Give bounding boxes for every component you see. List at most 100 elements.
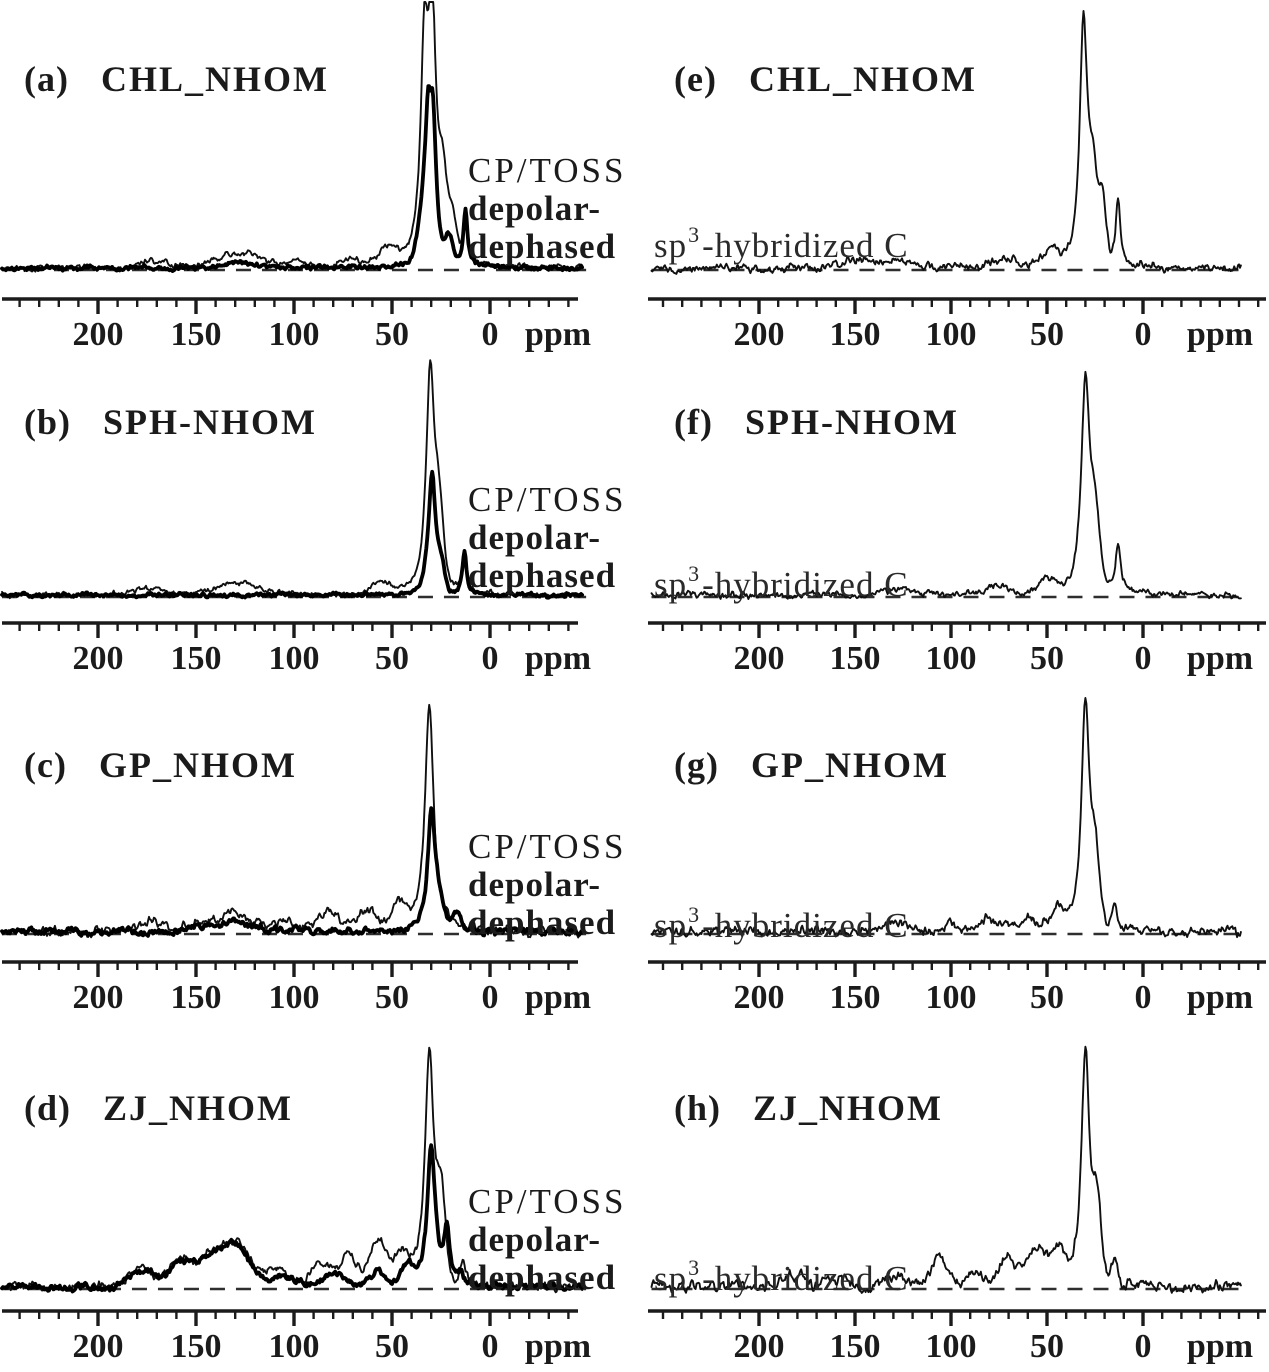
trace-dephased xyxy=(0,469,584,600)
sample-name: ZJ_NHOM xyxy=(753,1088,943,1128)
trace-cptoss-or-sp3 xyxy=(650,697,1242,939)
x-axis: 200 150 100 50 0 ppm xyxy=(648,621,1266,677)
axis-unit-label: ppm xyxy=(1187,979,1253,1016)
panel-title-block: (g) GP_NHOM xyxy=(674,744,949,786)
axis-unit-label: ppm xyxy=(525,640,591,677)
tick-label: 150 xyxy=(171,1328,222,1365)
sp3-annotation: sp3-hybridized C xyxy=(654,561,909,605)
tick-label: 100 xyxy=(926,979,977,1016)
annotation-dephased-1: depolar- xyxy=(468,518,602,557)
panel-letter: (c) xyxy=(24,745,67,785)
sp3-superscript: 3 xyxy=(688,1255,701,1280)
annotation-dephased-1: depolar- xyxy=(468,865,602,904)
sample-name: CHL_NHOM xyxy=(100,59,329,99)
sp3-base: sp xyxy=(654,1259,688,1298)
method-annotation: CP/TOSS depolar- dephased xyxy=(468,1183,627,1297)
tick-label: 100 xyxy=(926,316,977,353)
x-axis: 200 150 100 50 0 ppm xyxy=(648,1309,1266,1365)
panel-g: 200 150 100 50 0 ppm (g) GP_NHOM sp3-hybridize… xyxy=(634,686,1269,1029)
sp3-base: sp xyxy=(654,906,688,945)
panel-title-block: (d) ZJ_NHOM xyxy=(24,1087,293,1129)
sp3-rest: -hybridized C xyxy=(702,906,909,945)
sp3-base: sp xyxy=(654,565,688,604)
axis-unit-label: ppm xyxy=(525,979,591,1016)
panel-letter: (h) xyxy=(674,1088,721,1128)
sample-name: CHL_NHOM xyxy=(748,59,977,99)
annotation-cptoss: CP/TOSS xyxy=(468,1182,627,1221)
x-axis: 200 150 100 50 0 ppm xyxy=(2,297,591,353)
x-axis: 200 150 100 50 0 ppm xyxy=(2,621,591,677)
sp3-base: sp xyxy=(654,226,688,265)
tick-label: 100 xyxy=(926,640,977,677)
annotation-cptoss: CP/TOSS xyxy=(468,827,627,866)
tick-label: 100 xyxy=(926,1328,977,1365)
tick-label: 200 xyxy=(73,979,124,1016)
method-annotation: CP/TOSS depolar- dephased xyxy=(468,152,627,266)
tick-label: 100 xyxy=(269,640,320,677)
spectrum-plot-h: 200 150 100 50 0 ppm xyxy=(648,1045,1266,1365)
panel-letter: (e) xyxy=(674,59,717,99)
tick-label: 200 xyxy=(73,640,124,677)
sp3-rest: -hybridized C xyxy=(702,226,909,265)
tick-label: 0 xyxy=(1135,316,1152,353)
spectrum-plot-a: 200 150 100 50 0 ppm xyxy=(0,1,591,353)
trace-dephased xyxy=(0,806,584,938)
sp3-annotation: sp3-hybridized C xyxy=(654,222,909,266)
panel-letter: (b) xyxy=(24,402,71,442)
tick-label: 100 xyxy=(269,1328,320,1365)
panel-letter: (g) xyxy=(674,745,719,785)
tick-label: 0 xyxy=(482,1328,499,1365)
sample-name: SPH-NHOM xyxy=(103,402,317,442)
axis-unit-label: ppm xyxy=(525,316,591,353)
panel-e: 200 150 100 50 0 ppm (e) CHL_NHOM sp3-hybridiz… xyxy=(634,0,1269,353)
panel-letter: (a) xyxy=(24,59,69,99)
method-annotation: CP/TOSS depolar- dephased xyxy=(468,481,627,595)
panel-a: 200 150 100 50 0 ppm (a) CHL_NHOM CP/TOSS depo… xyxy=(0,0,634,353)
tick-label: 200 xyxy=(734,979,785,1016)
spectrum-plot-b: 200 150 100 50 0 ppm xyxy=(0,359,591,677)
tick-label: 50 xyxy=(375,1328,409,1365)
spectrum-plot-e: 200 150 100 50 0 ppm xyxy=(648,10,1266,353)
trace-dephased xyxy=(0,84,584,273)
tick-label: 0 xyxy=(482,640,499,677)
tick-label: 50 xyxy=(1030,316,1064,353)
spectrum-plot-g: 200 150 100 50 0 ppm xyxy=(648,697,1266,1016)
panel-c: 200 150 100 50 0 ppm (c) GP_NHOM CP/TOSS depol… xyxy=(0,686,634,1029)
tick-label: 200 xyxy=(73,316,124,353)
panel-title-block: (c) GP_NHOM xyxy=(24,744,297,786)
tick-label: 0 xyxy=(1135,640,1152,677)
annotation-dephased-2: dephased xyxy=(468,1258,617,1297)
panel-title-block: (e) CHL_NHOM xyxy=(674,58,977,100)
tick-label: 200 xyxy=(734,1328,785,1365)
sample-name: GP_NHOM xyxy=(98,745,297,785)
sample-name: ZJ_NHOM xyxy=(103,1088,293,1128)
panel-title-block: (h) ZJ_NHOM xyxy=(674,1087,943,1129)
sp3-superscript: 3 xyxy=(688,222,701,247)
x-axis: 200 150 100 50 0 ppm xyxy=(2,960,591,1016)
annotation-cptoss: CP/TOSS xyxy=(468,151,627,190)
method-annotation: CP/TOSS depolar- dephased xyxy=(468,828,627,942)
panel-b: 200 150 100 50 0 ppm (b) SPH-NHOM CP/TOSS depo… xyxy=(0,343,634,686)
tick-label: 50 xyxy=(1030,640,1064,677)
tick-label: 50 xyxy=(375,979,409,1016)
tick-label: 50 xyxy=(375,316,409,353)
sp3-superscript: 3 xyxy=(688,561,701,586)
tick-label: 100 xyxy=(269,979,320,1016)
annotation-dephased-2: dephased xyxy=(468,903,617,942)
annotation-dephased-2: dephased xyxy=(468,227,617,266)
tick-label: 150 xyxy=(171,316,222,353)
annotation-dephased-1: depolar- xyxy=(468,189,602,228)
tick-label: 150 xyxy=(171,979,222,1016)
tick-label: 150 xyxy=(171,640,222,677)
x-axis: 200 150 100 50 0 ppm xyxy=(648,297,1266,353)
tick-label: 50 xyxy=(1030,1328,1064,1365)
panel-d: 200 150 100 50 0 ppm (d) ZJ_NHOM CP/TOSS depol… xyxy=(0,1029,634,1372)
tick-label: 150 xyxy=(830,640,881,677)
panel-title-block: (f) SPH-NHOM xyxy=(674,401,959,443)
panel-f: 200 150 100 50 0 ppm (f) SPH-NHOM sp3-hybridiz… xyxy=(634,343,1269,686)
sample-name: GP_NHOM xyxy=(750,745,949,785)
trace-cptoss-or-sp3 xyxy=(650,10,1242,275)
annotation-dephased-1: depolar- xyxy=(468,1220,602,1259)
annotation-cptoss: CP/TOSS xyxy=(468,480,627,519)
sp3-superscript: 3 xyxy=(688,902,701,927)
